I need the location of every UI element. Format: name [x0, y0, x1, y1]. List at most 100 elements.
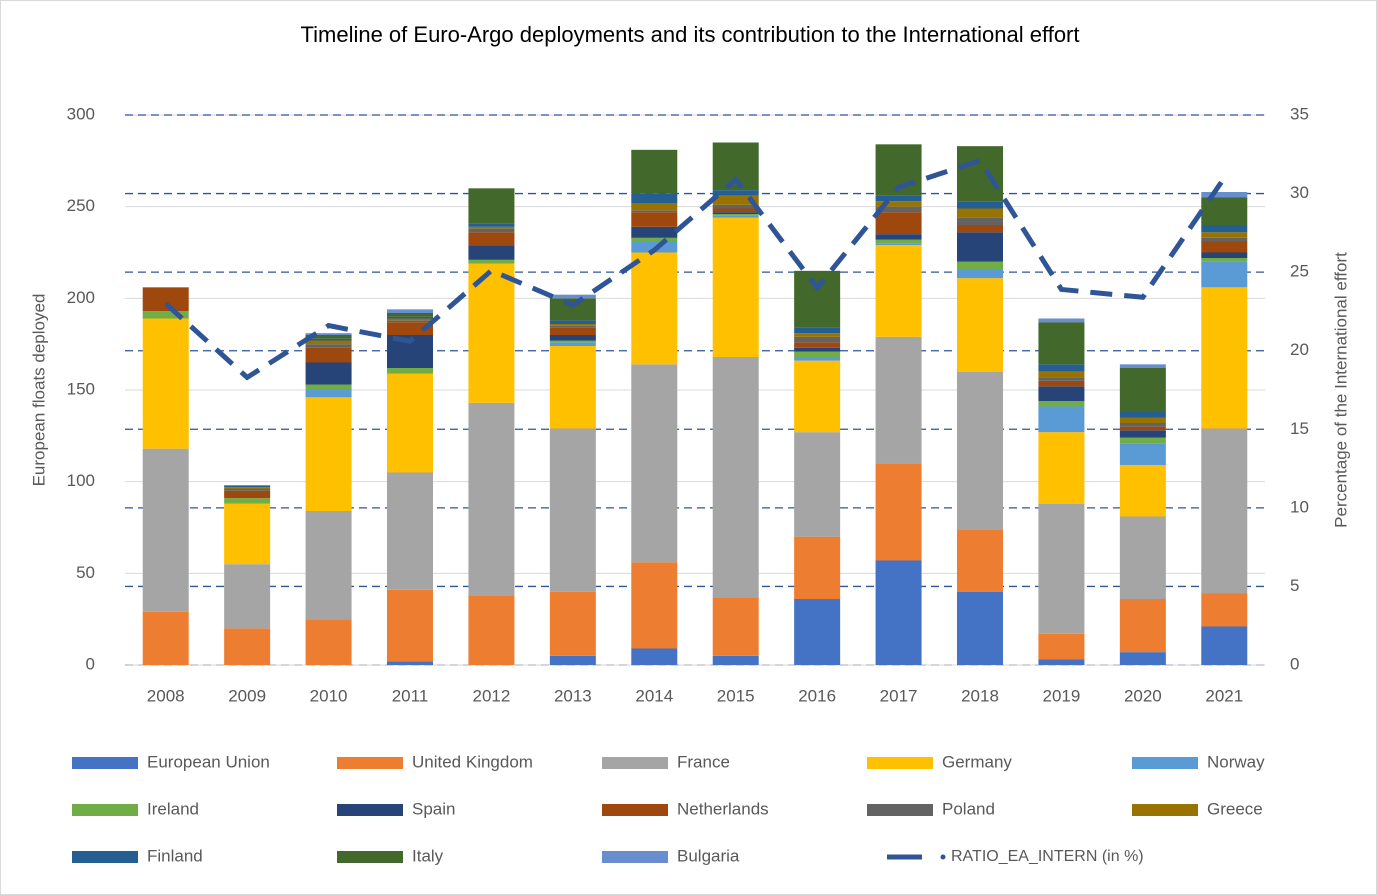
bar-segment: [875, 212, 922, 235]
bar-segment: [1038, 386, 1085, 401]
legend-label: Spain: [412, 799, 455, 818]
y-tick-label: 100: [67, 471, 95, 490]
bar-segment: [549, 320, 596, 324]
bar-segment: [549, 294, 596, 299]
bar-segment: [631, 562, 678, 649]
x-tick-label: 2019: [1043, 686, 1081, 705]
y-axis-label: European floats deployed: [29, 294, 48, 487]
bar-segment: [305, 619, 352, 665]
bar-segment: [1038, 371, 1085, 378]
bar-segment: [224, 503, 271, 565]
bar-segment: [1201, 428, 1248, 594]
bar-segment: [1201, 232, 1248, 238]
bar-segment: [794, 327, 841, 334]
bar-segment: [1038, 406, 1085, 433]
bar-segment: [875, 234, 922, 240]
bar-segment: [1201, 197, 1248, 225]
bar-segment: [305, 338, 352, 341]
bar-segment: [1119, 426, 1166, 431]
legend-swatch: [72, 851, 138, 863]
bar-segment: [957, 217, 1003, 225]
bar-segment: [224, 485, 271, 488]
bar-segment: [875, 206, 922, 213]
bar-segment: [712, 357, 759, 598]
legend-label: Ireland: [147, 799, 199, 818]
bar-segment: [712, 190, 759, 196]
bar-segment: [468, 595, 515, 665]
y-tick-label: 0: [86, 654, 95, 673]
legend-swatch: [337, 757, 403, 769]
bar-segment: [631, 252, 678, 365]
legend-label: Finland: [147, 846, 203, 865]
x-tick-label: 2017: [880, 686, 918, 705]
bar-segment: [1201, 192, 1248, 198]
bar-segment: [712, 217, 759, 357]
y2-tick-label: 0: [1290, 654, 1299, 673]
y2-tick-label: 10: [1290, 497, 1309, 516]
bar-segment: [387, 318, 433, 321]
bar-segment: [794, 336, 841, 343]
bar-segment: [1119, 443, 1166, 466]
x-tick-label: 2013: [554, 686, 592, 705]
bar-segment: [1119, 423, 1166, 427]
bar-segment: [712, 195, 759, 205]
y2-tick-label: 5: [1290, 576, 1299, 595]
bar-segment: [1201, 626, 1248, 665]
legend-swatch: [602, 851, 668, 863]
bar-segment: [305, 384, 352, 390]
x-tick-label: 2011: [392, 686, 429, 705]
bar-segment: [1119, 412, 1166, 418]
bar-segment: [142, 311, 189, 319]
legend-swatch: [867, 757, 933, 769]
bar-segment: [875, 243, 922, 246]
y-tick-label: 50: [76, 563, 95, 582]
legend-swatch: [867, 804, 933, 816]
bar-segment: [794, 432, 841, 537]
y-tick-label: 250: [67, 196, 95, 215]
bar-segment: [712, 215, 759, 218]
bar-segment: [1038, 432, 1085, 504]
bar-segment: [957, 278, 1003, 372]
bar-segment: [957, 232, 1003, 262]
y2-tick-label: 15: [1290, 419, 1309, 438]
bar-segment: [794, 536, 841, 599]
bar-segment: [549, 340, 596, 343]
bar-segment: [875, 239, 922, 244]
bar-segment: [468, 259, 515, 264]
bar-segment: [875, 245, 922, 337]
bar-segment: [631, 364, 678, 563]
x-tick-label: 2008: [147, 686, 185, 705]
x-tick-label: 2021: [1205, 686, 1243, 705]
legend-swatch: [602, 757, 668, 769]
bar-segment: [305, 340, 352, 345]
bar-segment: [875, 195, 922, 202]
bar-segment: [1038, 659, 1085, 665]
bar-segment: [794, 360, 841, 433]
bar-segment: [1038, 380, 1085, 387]
bar-segment: [142, 318, 189, 449]
bar-segment: [387, 368, 433, 374]
y-tick-label: 300: [67, 104, 95, 123]
bar-segment: [224, 490, 271, 499]
bar-segment: [305, 397, 352, 511]
bar-segment: [1201, 261, 1248, 288]
bar-segment: [1038, 377, 1085, 381]
bar-segment: [631, 237, 678, 242]
legend-swatch: [602, 804, 668, 816]
bar-segment: [549, 591, 596, 656]
bar-segment: [1119, 437, 1166, 444]
bar-segment: [387, 373, 433, 473]
bar-segment: [549, 428, 596, 592]
bar-segment: [387, 309, 433, 313]
bar-segment: [549, 298, 596, 321]
bar-segment: [468, 188, 515, 224]
bar-segment: [1201, 258, 1248, 262]
bar-segment: [387, 316, 433, 319]
bar-segment: [712, 204, 759, 209]
bar-segment: [957, 146, 1003, 202]
bar-segment: [875, 201, 922, 207]
legend-label: Norway: [1207, 752, 1265, 771]
bar-segment: [549, 327, 596, 335]
bar-segment: [712, 655, 759, 665]
